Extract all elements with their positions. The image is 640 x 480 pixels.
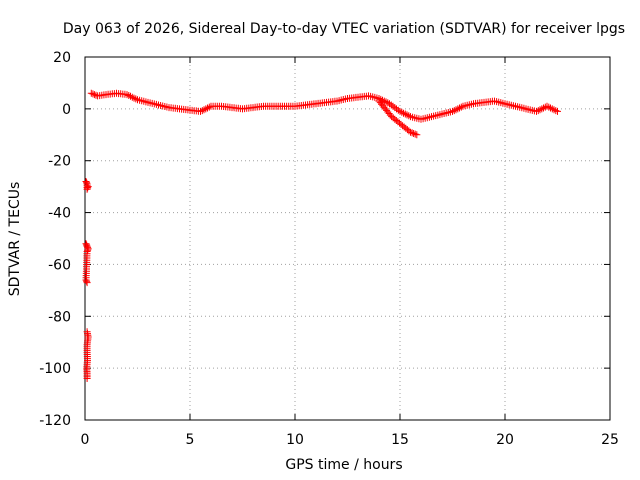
y-tick-label: -120 [39, 413, 71, 429]
chart-title: Day 063 of 2026, Sidereal Day-to-day VTE… [63, 21, 625, 37]
y-tick-label: -80 [48, 309, 71, 325]
y-tick-labels: 20 0 -20 -40 -60 -80 -100 -120 [39, 50, 71, 429]
axis-ticks [85, 57, 610, 420]
y-tick-label: -40 [48, 206, 71, 222]
y-tick-label: 20 [53, 50, 71, 66]
y-tick-label: -100 [39, 361, 71, 377]
y-tick-label: -20 [48, 154, 71, 170]
x-tick-label: 0 [81, 432, 90, 448]
data-point [412, 131, 419, 138]
plot-frame [85, 57, 610, 420]
x-tick-label: 15 [391, 432, 409, 448]
x-tick-labels: 0 5 10 15 20 25 [81, 432, 619, 448]
x-axis-label: GPS time / hours [285, 457, 402, 473]
data-point [91, 91, 98, 98]
y-tick-label: -60 [48, 257, 71, 273]
y-tick-label: 0 [62, 102, 71, 118]
grid [85, 57, 610, 420]
sdtvar-chart: Day 063 of 2026, Sidereal Day-to-day VTE… [0, 0, 640, 480]
x-tick-label: 5 [186, 432, 195, 448]
x-tick-label: 20 [496, 432, 514, 448]
data-points [83, 90, 562, 382]
y-axis-label: SDTVAR / TECUs [7, 182, 23, 297]
x-tick-label: 10 [286, 432, 304, 448]
x-tick-label: 25 [601, 432, 619, 448]
data-point [88, 90, 95, 97]
